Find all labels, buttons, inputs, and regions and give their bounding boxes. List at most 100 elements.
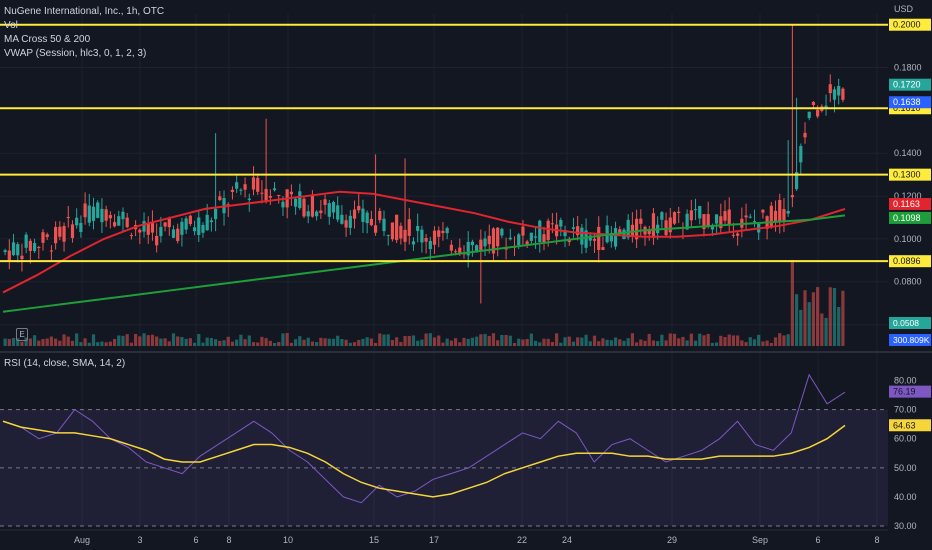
volume-bar [247,335,251,346]
volume-bar [382,334,386,346]
volume-bar [16,338,20,346]
candle-body [302,198,306,217]
candle-body [336,205,340,220]
candle-body [201,225,205,233]
volume-bar [719,335,723,346]
volume-badge-label: 300.809K [893,335,930,345]
candle-body [11,242,16,256]
candle-body [83,203,87,218]
volume-bar [807,302,811,346]
volume-bar [618,339,622,346]
candle-body [268,195,272,198]
candle-body [369,218,373,226]
candle-body [647,230,651,235]
volume-bar [117,335,121,346]
candle-body [331,202,336,213]
candle-body [731,234,736,236]
volume-bar [66,336,70,346]
volume-bar [184,338,188,346]
volume-bar [176,336,180,346]
volume-bar [180,337,184,346]
volume-bar [820,313,824,346]
candle-body [176,228,180,241]
volume-bar [639,339,643,346]
rsi-badge [889,419,931,432]
volume-bar [192,342,197,346]
rsi-legend[interactable]: RSI (14, close, SMA, 14, 2) [4,358,126,369]
candle-body [782,209,786,221]
volume-bar [369,338,373,346]
price-badge [889,78,931,91]
candle-body [150,223,155,233]
price-axis[interactable]: 0.06000.08000.10000.12000.14000.1800USD0… [889,4,931,346]
candle-body [445,227,449,234]
candle-body [622,229,626,240]
volume-bar [361,338,365,346]
candle-body [702,214,706,230]
volume-bar [264,338,268,346]
candle-body [496,227,500,247]
candle-body [205,214,209,231]
volume-badge [889,334,931,346]
candle-body [559,220,563,227]
level-badge-label: 0.1300 [893,170,921,180]
volume-bar [11,338,16,346]
volume-bar [171,333,176,346]
candle-body [277,194,281,196]
volume-bar [672,333,677,346]
candle-body [550,223,555,225]
volume-bar [449,340,453,346]
candle-body [710,225,714,230]
volume-bar [567,336,571,346]
volume-bar [315,341,319,346]
time-tick-label: 8 [226,535,231,545]
candle-body [167,218,171,228]
earnings-marker-icon[interactable]: E [16,328,28,341]
candle-body [108,215,112,219]
volume-bar [786,334,790,346]
candle-body [736,233,740,236]
volume-bar [285,333,289,346]
candle-body [790,195,794,198]
candle-body [87,205,91,223]
volume-bar [256,342,260,346]
level-badge-label: 0.0896 [893,256,921,266]
volume-bar [761,341,765,346]
candle-body [298,191,302,209]
volume-legend[interactable]: Vol [4,20,18,31]
volume-bar [496,340,500,346]
candle-body [138,229,142,233]
time-axis[interactable]: Aug 3 6 8 10 15 17 22 24 29 Sep 6 8 [74,535,880,545]
volume-bar [100,341,104,346]
candle-body [16,244,20,256]
candle-body [247,198,251,200]
rsi-tick-label: 30.00 [894,521,917,531]
volume-bar [390,340,395,346]
ma-cross-legend[interactable]: MA Cross 50 & 200 [4,34,91,45]
candle-body [479,239,483,252]
vwap-legend[interactable]: VWAP (Session, hlc3, 0, 1, 2, 3) [4,48,147,59]
volume-bar [28,338,32,346]
candle-body [125,217,129,228]
volume-bar [289,342,293,346]
volume-bar [757,334,761,346]
candle-body [487,235,491,245]
price-tick-label: 0.1200 [894,191,922,201]
candle-body [142,221,146,232]
candle-body [744,215,748,218]
candle-body [626,219,630,238]
symbol-title[interactable]: NuGene International, Inc., 1h, OTC [4,6,165,17]
price-badge [889,96,931,109]
volume-bar [475,336,479,346]
volume-bar [395,337,399,346]
volume-bar [832,288,837,346]
candles[interactable] [3,24,845,304]
candle-body [538,220,542,242]
volume-bar [529,333,533,346]
volume-bar [651,340,656,346]
candle-body [382,218,386,232]
